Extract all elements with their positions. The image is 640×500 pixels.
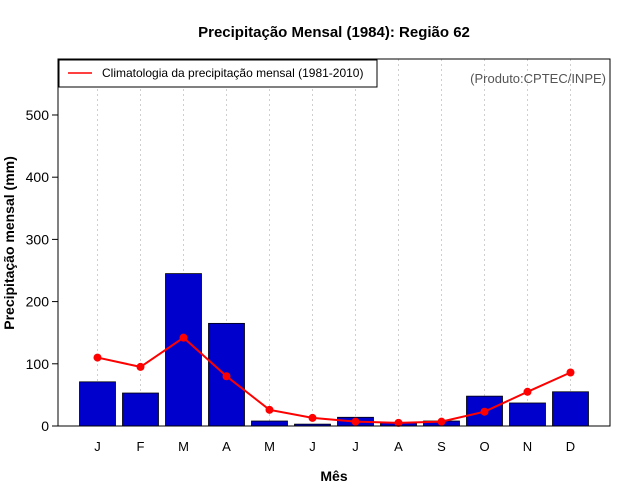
climatology-point <box>222 372 231 381</box>
credit-text: (Produto:CPTEC/INPE) <box>470 71 606 86</box>
y-tick-label: 0 <box>41 418 49 434</box>
x-tick-label: N <box>523 439 532 454</box>
climatology-series <box>93 333 575 427</box>
climatology-point <box>480 407 489 416</box>
bar <box>122 392 159 427</box>
climatology-point <box>179 333 188 342</box>
climatology-point <box>136 362 145 371</box>
climatology-point <box>523 387 532 396</box>
y-tick-label: 300 <box>26 231 50 247</box>
legend-label: Climatologia da precipitação mensal (198… <box>102 66 363 80</box>
x-tick-label: J <box>352 439 359 454</box>
y-axis: 0 100 200 300 400 500 <box>26 107 59 434</box>
x-axis-label: Mês <box>320 468 347 484</box>
bars <box>79 273 589 427</box>
y-tick-label: 200 <box>26 294 50 310</box>
climatology-point <box>437 417 446 426</box>
chart-title: Precipitação Mensal (1984): Região 62 <box>198 24 470 41</box>
x-tick-label: S <box>437 439 446 454</box>
x-tick-label: A <box>394 439 403 454</box>
x-tick-label: J <box>94 439 101 454</box>
x-tick-label: M <box>264 439 275 454</box>
y-tick-label: 400 <box>26 169 50 185</box>
x-tick-label: M <box>178 439 189 454</box>
climatology-line <box>97 336 571 424</box>
x-tick-label: D <box>566 439 575 454</box>
x-tick-label: F <box>137 439 145 454</box>
climatology-point <box>308 413 317 422</box>
y-tick-label: 500 <box>26 107 50 123</box>
climatology-point <box>93 353 102 362</box>
x-tick-label: O <box>479 439 489 454</box>
y-axis-label: Precipitação mensal (mm) <box>1 156 17 330</box>
climatology-point <box>351 417 360 426</box>
climatology-point <box>394 418 403 427</box>
x-tick-label: J <box>309 439 316 454</box>
bar <box>509 402 546 427</box>
climatology-point <box>265 405 274 414</box>
legend: Climatologia da precipitação mensal (198… <box>58 59 378 88</box>
legend-box <box>58 59 378 88</box>
bar <box>251 420 288 427</box>
bar <box>552 391 589 427</box>
climatology-point <box>566 368 575 377</box>
y-tick-label: 100 <box>26 356 50 372</box>
bar <box>79 381 116 427</box>
x-tick-label: A <box>222 439 231 454</box>
